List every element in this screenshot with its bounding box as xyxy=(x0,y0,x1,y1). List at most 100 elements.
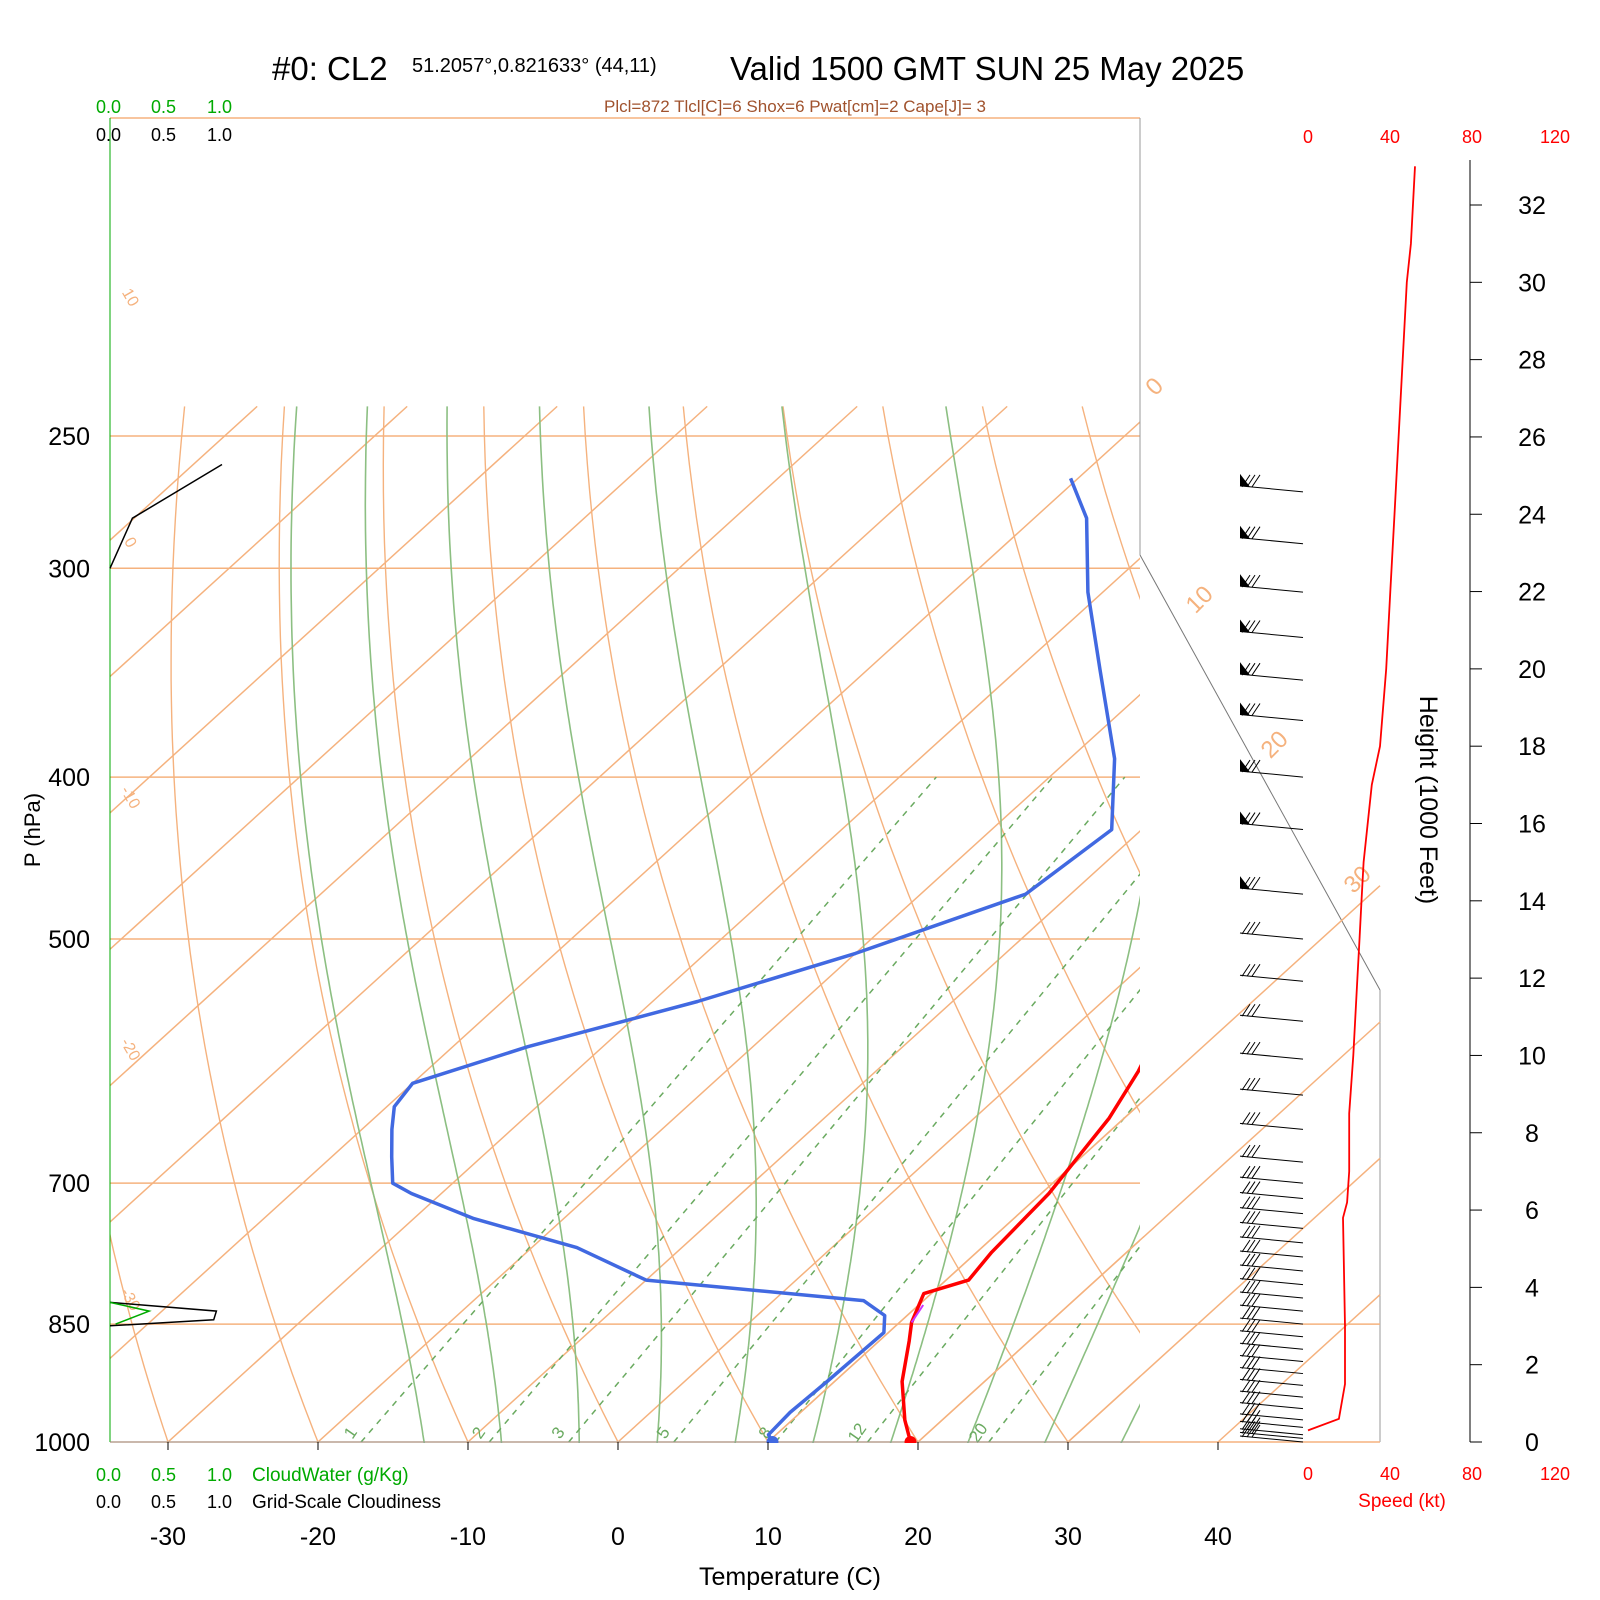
dry-adiabat xyxy=(882,406,1140,1114)
cloud-axis-bottom: 0.0 0.5 1.0 CloudWater (g/Kg) 0.0 0.5 1.… xyxy=(96,1465,441,1513)
wind-barb xyxy=(1239,574,1304,593)
speed-top-3: 120 xyxy=(1540,127,1570,147)
cloudiness-lower xyxy=(109,1301,218,1327)
isotherm-line xyxy=(315,693,1140,1443)
cloud-bottom-green-1: 0.5 xyxy=(151,1465,176,1485)
pressure-tick-label: 300 xyxy=(48,555,90,583)
speed-axis-bottom: 0 40 80 120 Speed (kt) xyxy=(1303,1464,1570,1512)
cloud-bottom-green-2: 1.0 xyxy=(207,1465,232,1485)
isotherm-line xyxy=(110,405,708,951)
speed-bottom-2: 80 xyxy=(1462,1464,1482,1484)
wind-barb xyxy=(1239,1306,1304,1325)
wind-barb xyxy=(1239,1391,1304,1410)
temperature-profile xyxy=(900,1063,1140,1443)
x-tick-label: -30 xyxy=(150,1523,186,1551)
cloud-top-green-0: 0.0 xyxy=(96,97,121,117)
wind-barb xyxy=(1239,1293,1304,1312)
height-tick-label: 32 xyxy=(1518,192,1546,220)
height-tick-label: 26 xyxy=(1518,424,1546,452)
cloud-water-label: CloudWater (g/Kg) xyxy=(252,1465,409,1486)
isotherm-label: 10 xyxy=(118,286,142,310)
isotherm-label: -30 xyxy=(117,1285,143,1314)
wind-barb xyxy=(1239,619,1304,638)
height-tick-label: 0 xyxy=(1525,1429,1539,1457)
parcel-path xyxy=(910,1304,925,1323)
dry-adiabat xyxy=(682,406,1070,1443)
x-tick-label: 0 xyxy=(611,1523,625,1551)
height-tick-label: 6 xyxy=(1525,1197,1539,1225)
wind-barb xyxy=(1239,1368,1304,1386)
height-tick-label: 8 xyxy=(1525,1120,1539,1148)
pressure-tick-label: 700 xyxy=(48,1170,90,1198)
mixing-ratio-line xyxy=(360,776,937,1443)
pressure-tick-label: 1000 xyxy=(34,1429,90,1457)
cloud-water-profile xyxy=(109,1301,152,1325)
wind-barb xyxy=(1239,1253,1304,1272)
extended-isotherm xyxy=(1067,1157,1381,1443)
moist-adiabat xyxy=(1120,1403,1140,1443)
wind-barb xyxy=(1239,473,1304,493)
speed-bottom-1: 40 xyxy=(1380,1464,1400,1484)
pressure-ticks: 250 300 400 500 700 850 1000 xyxy=(34,423,90,1457)
cloud-bottom-black-1: 0.5 xyxy=(151,1492,176,1512)
stability-indices: Plcl=872 Tlcl[C]=6 Shox=6 Pwat[cm]=2 Cap… xyxy=(604,97,986,116)
height-tick-label: 10 xyxy=(1518,1042,1546,1070)
dry-adiabat xyxy=(981,406,1140,875)
dry-adiabat xyxy=(1282,406,1600,1477)
cloud-top-black-1: 0.5 xyxy=(151,125,176,145)
pressure-tick-label: 400 xyxy=(48,764,90,792)
height-tick-label: 4 xyxy=(1525,1274,1539,1302)
dry-adiabat xyxy=(382,406,620,1443)
profiles xyxy=(389,477,1140,1443)
wind-barb xyxy=(1239,1379,1304,1398)
wind-barb xyxy=(1239,525,1304,545)
cloud-top-green-1: 0.5 xyxy=(151,97,176,117)
surface-temperature-dot xyxy=(904,1436,917,1443)
wind-barb xyxy=(1239,1331,1304,1350)
speed-top-2: 80 xyxy=(1462,127,1482,147)
isotherm-label: 0 xyxy=(1140,372,1169,401)
cloudiness-upper xyxy=(109,463,223,569)
isotherm-line xyxy=(1179,406,1600,1477)
dry-adiabat xyxy=(483,406,770,1443)
height-tick-label: 18 xyxy=(1518,733,1546,761)
isotherm-line xyxy=(110,405,858,1087)
wind-barb xyxy=(1239,1165,1304,1184)
moist-adiabat xyxy=(781,406,869,1443)
wind-barbs xyxy=(1239,473,1304,1443)
cloudiness-label: Grid-Scale Cloudiness xyxy=(252,1492,441,1513)
temperature-ticks: -30 -20 -10 0 10 20 30 40 xyxy=(150,1442,1232,1551)
wind-barb xyxy=(1239,811,1304,831)
height-tick-label: 20 xyxy=(1518,656,1546,684)
isotherm-line xyxy=(110,405,258,542)
mixing-ratio-line xyxy=(867,1096,1140,1443)
cloud-bottom-black-2: 1.0 xyxy=(207,1492,232,1512)
wind-barb xyxy=(1239,1041,1304,1060)
wind-barb xyxy=(1239,964,1304,982)
wind-barb xyxy=(1239,1280,1304,1299)
moist-adiabat xyxy=(364,406,503,1443)
wind-barb xyxy=(1239,702,1304,721)
moist-adiabat xyxy=(1179,406,1600,1477)
cloud-bottom-green-0: 0.0 xyxy=(96,1465,121,1485)
isotherm-line xyxy=(110,405,408,678)
mixing-ratio-label: 5 xyxy=(653,1424,674,1443)
isotherm-line xyxy=(615,966,1140,1443)
dry-adiabat xyxy=(1081,406,1140,601)
height-tick-label: 12 xyxy=(1518,965,1546,993)
chart-title-valid: Valid 1500 GMT SUN 25 May 2025 xyxy=(730,50,1244,87)
dry-adiabat xyxy=(782,406,1140,1334)
cloud-bottom-black-0: 0.0 xyxy=(96,1492,121,1512)
cloud-profiles xyxy=(109,463,223,1327)
moist-adiabat xyxy=(648,406,757,1443)
y-axis-label: P (hPa) xyxy=(20,793,45,867)
wind-speed-line xyxy=(1307,166,1416,1432)
axes: -30 -20 -10 0 10 20 30 40 250300400500700850100… xyxy=(34,160,1546,1551)
wind-barb xyxy=(1239,1356,1304,1375)
height-axis-label: Height (1000 Feet) xyxy=(1414,696,1442,904)
pressure-tick-label: 850 xyxy=(48,1311,90,1339)
moist-adiabat xyxy=(966,895,1140,1443)
isotherm-line xyxy=(1329,406,1600,1477)
